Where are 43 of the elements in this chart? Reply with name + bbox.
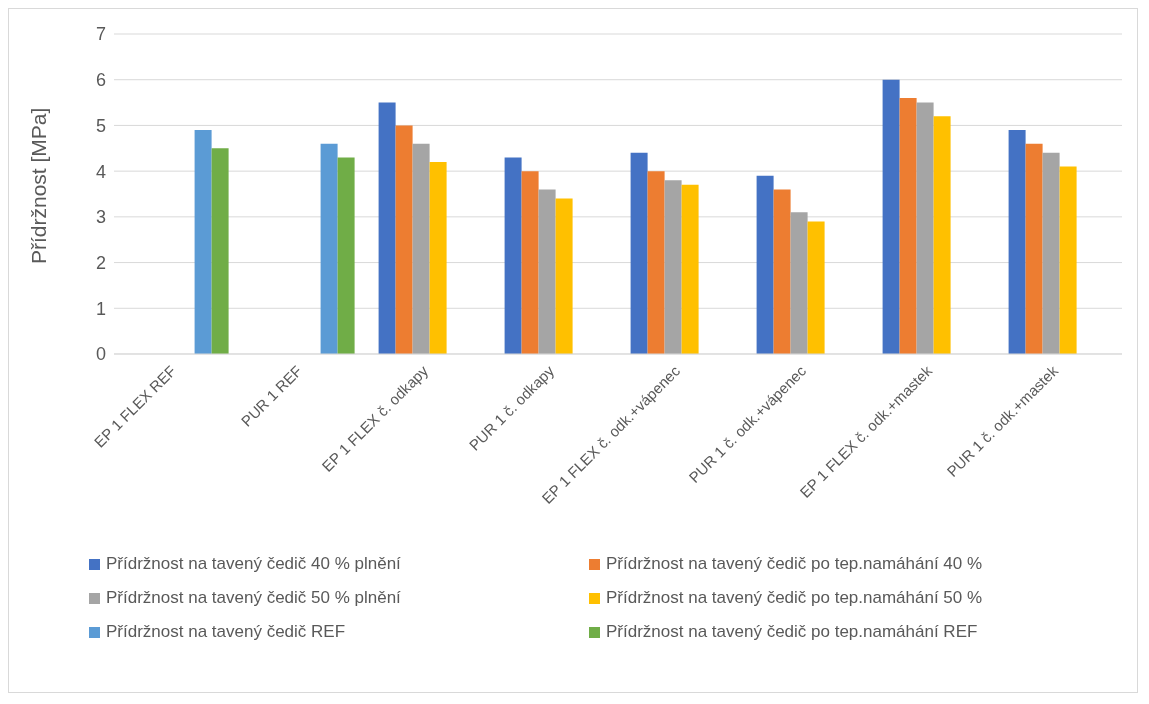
legend-label: Přídržnost na tavený čedič po tep.namáhání 50 % — [606, 588, 983, 608]
bar — [630, 152, 648, 354]
y-tick-label: 7 — [95, 24, 106, 45]
y-tick-label: 4 — [95, 161, 106, 182]
bar — [538, 189, 556, 354]
y-axis-title: Přídržnost [MPa] — [27, 107, 51, 264]
bar — [756, 175, 774, 354]
bar — [790, 212, 808, 354]
y-tick-label: 6 — [95, 70, 106, 91]
legend-label: Přídržnost na tavený čedič 50 % plnění — [106, 588, 401, 608]
bar — [899, 98, 917, 354]
bar — [555, 198, 573, 354]
bar — [1008, 130, 1026, 354]
bar — [378, 102, 396, 354]
bar — [882, 79, 900, 354]
bar — [194, 130, 212, 354]
bar — [681, 184, 699, 354]
bar — [1042, 152, 1060, 354]
bar — [1025, 143, 1043, 354]
y-tick-label: 1 — [95, 298, 106, 319]
bar — [916, 102, 934, 354]
bar — [429, 162, 447, 354]
legend-label: Přídržnost na tavený čedič 40 % plnění — [106, 554, 401, 574]
bar — [647, 171, 665, 354]
bar — [521, 171, 539, 354]
bar — [211, 148, 229, 354]
y-tick-label: 5 — [95, 115, 106, 136]
bar — [807, 221, 825, 354]
bar — [337, 157, 355, 354]
y-tick-label: 0 — [95, 344, 106, 365]
bar — [1059, 166, 1077, 354]
bar — [504, 157, 522, 354]
bar — [664, 180, 682, 354]
y-tick-label: 3 — [95, 207, 106, 228]
y-tick-label: 2 — [95, 252, 106, 273]
bar — [320, 143, 338, 354]
bar — [395, 125, 413, 354]
legend-label: Přídržnost na tavený čedič po tep.namáhání 40 % — [606, 554, 983, 574]
legend-label: Přídržnost na tavený čedič po tep.namáhání REF — [606, 622, 978, 642]
bar — [933, 116, 951, 354]
bar — [773, 189, 791, 354]
bar — [412, 143, 430, 354]
legend-label: Přídržnost na tavený čedič REF — [106, 622, 346, 642]
